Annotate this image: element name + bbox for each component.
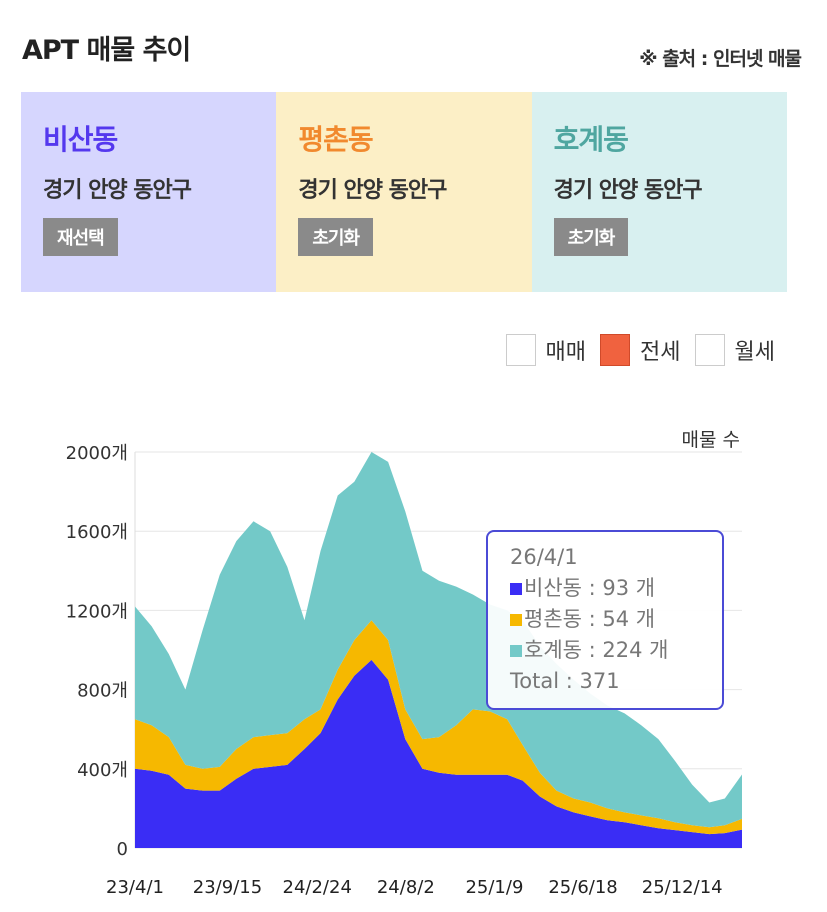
tooltip-row: 호계동 : 224 개 — [510, 635, 722, 666]
x-tick-label: 25/6/18 — [548, 877, 617, 898]
filter-label: 월세 — [734, 340, 775, 365]
reselect-button[interactable]: 재선택 — [43, 218, 118, 256]
tooltip-date: 26/4/1 — [510, 545, 578, 569]
tooltip-total: Total : 371 — [510, 669, 620, 693]
region-name: 호계동 — [553, 123, 629, 156]
series-swatch — [510, 583, 522, 595]
tooltip-row: 평촌동 : 54 개 — [510, 604, 722, 635]
region-panel-pyeongchon: 평촌동 경기 안양 동안구 초기화 — [276, 92, 532, 292]
y-tick-label: 1600개 — [66, 522, 128, 543]
tooltip-value: 평촌동 : 54 개 — [524, 607, 656, 631]
region-panel-hogye: 호계동 경기 안양 동안구 초기화 — [531, 92, 787, 292]
y-axis-label: 매물 수 — [682, 429, 740, 451]
filter-jeonse[interactable]: 전세 — [600, 334, 681, 366]
checkbox[interactable] — [505, 334, 536, 366]
reset-button[interactable]: 초기화 — [298, 218, 374, 256]
x-tick-label: 24/2/24 — [283, 877, 352, 898]
tooltip-value: 호계동 : 224 개 — [524, 638, 669, 662]
y-tick-label: 800개 — [77, 681, 128, 702]
area-series-호계동 — [135, 452, 742, 828]
region-panel-bisan: 비산동 경기 안양 동안구 재선택 — [21, 92, 277, 292]
x-tick-label: 25/1/9 — [465, 877, 523, 898]
y-tick-label: 0 — [117, 839, 128, 860]
series-swatch — [510, 645, 522, 657]
y-tick-label: 400개 — [77, 760, 128, 781]
y-tick-label: 2000개 — [66, 443, 128, 464]
filter-sale[interactable]: 매매 — [505, 334, 587, 366]
page-title: APT 매물 추이 — [22, 35, 191, 66]
checkbox[interactable] — [694, 334, 725, 366]
x-tick-label: 23/9/15 — [193, 877, 262, 898]
x-tick-label: 25/12/14 — [642, 877, 723, 898]
source-note: ※ 출처 : 인터넷 매물 — [639, 48, 802, 70]
region-name: 비산동 — [43, 123, 118, 156]
region-address: 경기 안양 동안구 — [553, 178, 703, 203]
chart-tooltip: 26/4/1 비산동 : 93 개 평촌동 : 54 개 호계동 : 224 개… — [486, 530, 724, 710]
checkbox[interactable] — [600, 334, 631, 366]
series-swatch — [510, 614, 522, 626]
region-name: 평촌동 — [298, 123, 373, 156]
filter-monthly[interactable]: 월세 — [694, 334, 775, 366]
type-filter: 매매 전세 월세 — [505, 334, 775, 366]
area-series-비산동 — [135, 659, 742, 848]
tooltip-value: 비산동 : 93 개 — [524, 576, 656, 600]
filter-label: 매매 — [545, 340, 587, 365]
region-panels: 비산동 경기 안양 동안구 재선택 평촌동 경기 안양 동안구 초기화 호계동 … — [21, 92, 787, 292]
x-tick-label: 24/8/2 — [377, 877, 435, 898]
tooltip-row: 비산동 : 93 개 — [510, 573, 722, 604]
y-tick-label: 1200개 — [66, 601, 128, 622]
region-address: 경기 안양 동안구 — [43, 178, 192, 203]
filter-label: 전세 — [640, 340, 681, 365]
x-tick-label: 23/4/1 — [106, 877, 164, 898]
reset-button[interactable]: 초기화 — [553, 218, 629, 256]
region-address: 경기 안양 동안구 — [298, 178, 447, 203]
